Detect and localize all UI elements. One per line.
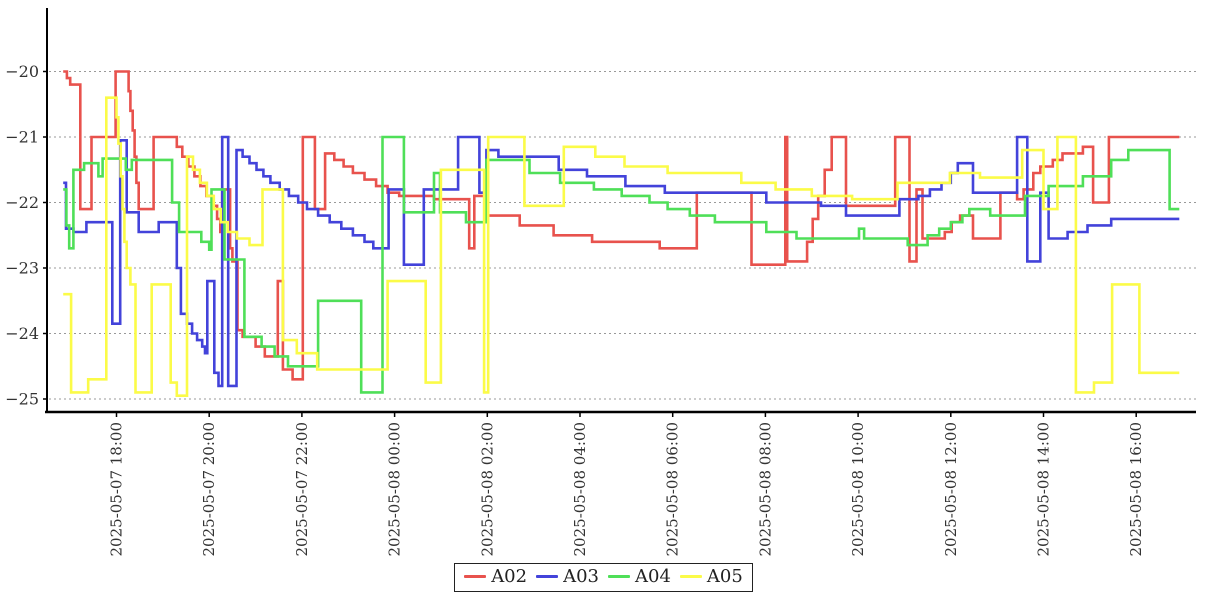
legend: A02 A03 A04 A05 <box>0 563 1207 592</box>
legend-item-a05: A05 <box>679 566 743 587</box>
x-tick-label: 2025-05-08 04:00 <box>571 422 589 556</box>
legend-item-a02: A02 <box>464 567 527 587</box>
x-tick-label: 2025-05-08 12:00 <box>942 422 960 556</box>
y-tick-label: −23 <box>5 259 39 278</box>
series-line-a03 <box>63 135 1180 388</box>
legend-swatch-a03 <box>536 575 559 579</box>
legend-swatch-a04 <box>608 575 630 579</box>
legend-label-a03: A03 <box>563 566 599 587</box>
legend-item-a03: A03 <box>536 567 599 587</box>
legend-label-a02: A02 <box>491 566 528 587</box>
legend-swatch-a02 <box>464 575 487 579</box>
x-tick-label: 2025-05-08 08:00 <box>756 422 774 556</box>
x-tick-label: 2025-05-08 16:00 <box>1127 422 1145 556</box>
legend-label-a05: A05 <box>706 566 743 587</box>
x-tick-label: 2025-05-08 06:00 <box>664 422 682 556</box>
legend-box: A02 A03 A04 A05 <box>454 563 753 592</box>
x-tick-label: 2025-05-07 20:00 <box>200 422 218 556</box>
legend-item-a04: A04 <box>608 567 671 587</box>
x-tick-label: 2025-05-07 22:00 <box>293 422 311 556</box>
y-tick-label: −25 <box>5 390 39 409</box>
series-line-a05 <box>63 96 1180 397</box>
series-line-a04 <box>63 135 1180 394</box>
y-tick-label: −21 <box>5 128 39 147</box>
y-tick-label: −20 <box>5 62 39 81</box>
y-tick-label: −24 <box>5 324 39 343</box>
x-tick-label: 2025-05-08 14:00 <box>1035 422 1053 556</box>
legend-label-a04: A04 <box>635 566 671 587</box>
legend-swatch-a05 <box>679 575 702 579</box>
x-tick-label: 2025-05-08 02:00 <box>478 422 496 556</box>
x-tick-label: 2025-05-07 18:00 <box>108 422 126 556</box>
y-tick-label: −22 <box>5 193 39 212</box>
series-line-a02 <box>63 70 1180 381</box>
x-tick-label: 2025-05-08 10:00 <box>849 422 867 556</box>
x-tick-label: 2025-05-08 00:00 <box>386 422 404 556</box>
